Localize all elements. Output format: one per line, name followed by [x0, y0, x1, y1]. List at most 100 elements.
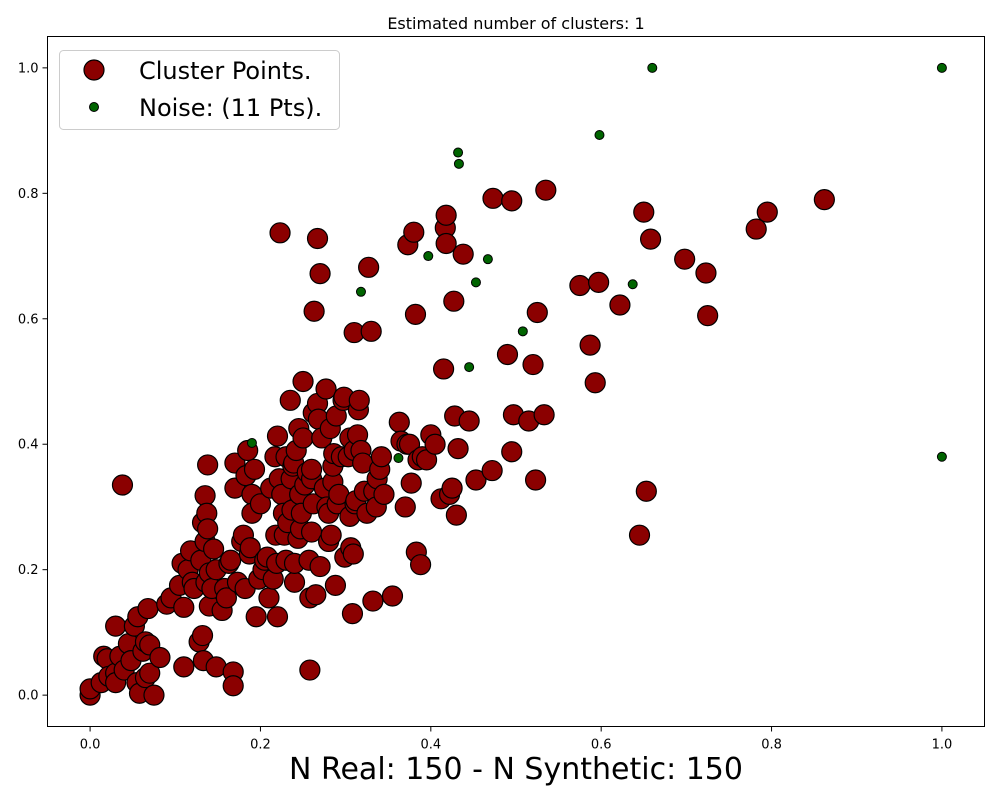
noise-point	[517, 326, 528, 337]
cluster-point	[482, 187, 504, 209]
cluster-point	[609, 294, 631, 316]
cluster-point	[143, 684, 165, 706]
cluster-point	[111, 474, 134, 496]
cluster-point	[697, 305, 719, 327]
cluster-point	[215, 587, 237, 609]
cluster-point	[315, 378, 337, 400]
cluster-point	[266, 425, 289, 447]
cluster-point	[283, 571, 306, 593]
cluster-point	[309, 263, 331, 285]
cluster-point	[584, 372, 606, 394]
cluster-point	[370, 446, 393, 468]
cluster-point	[348, 389, 370, 411]
legend-marker-cluster-points	[83, 59, 105, 81]
cluster-point	[756, 201, 778, 223]
cluster-point	[441, 477, 463, 499]
cluster-point	[362, 590, 384, 612]
cluster-point	[269, 222, 291, 244]
x-axis-ticks: 0.0 0.2 0.4 0.6 0.8 1.0	[80, 726, 952, 753]
cluster-point	[197, 518, 219, 540]
cluster-point	[501, 441, 523, 463]
cluster-point	[222, 675, 244, 697]
cluster-point	[394, 496, 416, 518]
cluster-point	[445, 504, 467, 526]
plot-frame	[47, 36, 985, 727]
cluster-point	[535, 179, 557, 201]
cluster-point	[501, 190, 523, 212]
cluster-point	[220, 549, 242, 571]
legend: Cluster Points. Noise: (11 Pts).	[59, 50, 340, 130]
y-tick-label: 0.8	[18, 187, 39, 202]
noise-point	[647, 62, 658, 73]
cluster-point	[239, 537, 261, 559]
cluster-point	[628, 524, 651, 546]
noise-point	[464, 362, 475, 373]
x-tick-label: 0.6	[591, 738, 612, 753]
cluster-point	[300, 458, 323, 480]
cluster-point	[388, 411, 410, 433]
cluster-point	[403, 221, 425, 243]
cluster-point	[105, 615, 127, 637]
cluster-point	[745, 218, 767, 240]
noise-point	[936, 62, 947, 73]
cluster-point	[465, 469, 487, 491]
cluster-point	[496, 343, 519, 366]
cluster-point	[633, 201, 655, 223]
noise-point	[355, 286, 366, 297]
noise-point	[627, 279, 638, 290]
y-tick-label: 0.2	[18, 563, 39, 578]
noise-point	[246, 437, 257, 448]
cluster-point	[249, 493, 272, 515]
cluster-point	[342, 543, 364, 565]
cluster-point	[243, 458, 266, 480]
cluster-point	[305, 584, 327, 606]
cluster-point	[358, 256, 380, 278]
noise-point	[423, 251, 434, 262]
legend-label-cluster-points: Cluster Points.	[139, 57, 312, 85]
cluster-point	[279, 389, 301, 411]
cluster-point	[137, 597, 159, 620]
cluster-point	[458, 410, 480, 432]
cluster-point	[695, 262, 717, 284]
cluster-point	[526, 301, 548, 324]
cluster-point	[435, 232, 457, 255]
cluster-point	[635, 480, 657, 502]
cluster-point	[197, 454, 219, 476]
cluster-point	[813, 188, 835, 211]
y-axis-ticks: 0.0 0.2 0.4 0.6 0.8 1.0	[18, 61, 48, 704]
y-tick-label: 0.6	[18, 312, 39, 327]
cluster-point	[524, 469, 547, 491]
cluster-point	[139, 662, 161, 684]
cluster-point	[299, 659, 321, 681]
y-tick-label: 1.0	[18, 61, 39, 76]
cluster-point	[203, 538, 225, 560]
noise-point	[594, 129, 605, 140]
x-tick-label: 0.8	[761, 738, 782, 753]
cluster-point	[173, 596, 195, 618]
cluster-point	[149, 646, 171, 669]
cluster-point	[674, 248, 696, 270]
cluster-point	[424, 433, 446, 455]
cluster-point	[435, 204, 457, 226]
noise-point	[470, 277, 481, 288]
cluster-point	[360, 320, 382, 342]
cluster-point	[579, 334, 601, 356]
legend-marker-noise	[89, 102, 99, 112]
x-axis-label: N Real: 150 - N Synthetic: 150	[289, 752, 743, 787]
cluster-point	[409, 554, 432, 576]
cluster-point	[588, 271, 610, 293]
cluster-point	[400, 472, 422, 494]
chart-title: Estimated number of clusters: 1	[387, 14, 644, 33]
cluster-point	[309, 555, 331, 578]
cluster-point	[292, 427, 314, 449]
noise-point	[482, 254, 493, 265]
cluster-point	[381, 585, 404, 607]
cluster-point	[404, 303, 427, 325]
cluster-point	[341, 602, 364, 625]
cluster-point	[533, 404, 555, 426]
noise-point	[453, 147, 464, 158]
cluster-point	[194, 485, 216, 507]
cluster-point	[432, 358, 455, 380]
